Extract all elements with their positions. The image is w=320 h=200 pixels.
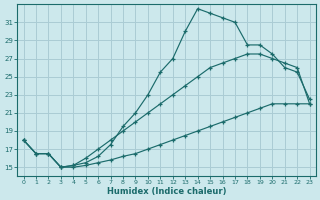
X-axis label: Humidex (Indice chaleur): Humidex (Indice chaleur) (107, 187, 226, 196)
